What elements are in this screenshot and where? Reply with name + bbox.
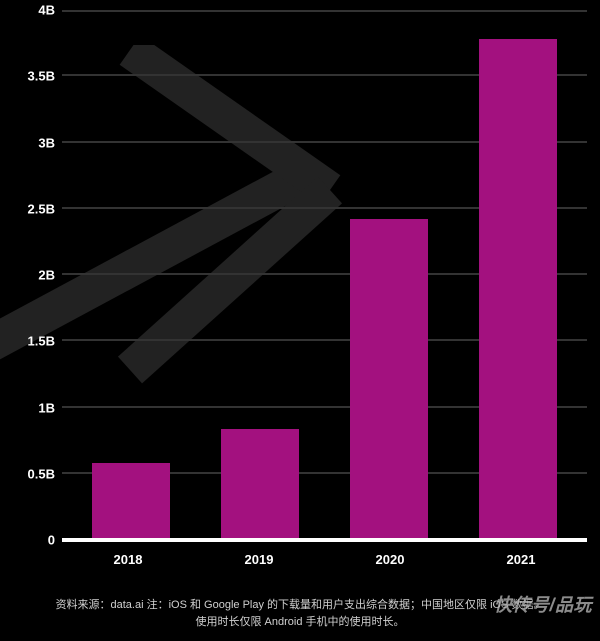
bars-container [62,10,587,540]
bar-slot-2019 [196,10,325,540]
bar-slot-2020 [325,10,454,540]
x-tick-label: 2020 [325,552,455,567]
y-tick-label: 3.5B [5,69,55,84]
y-tick-label: 0.5B [5,466,55,481]
y-tick-label: 1B [5,400,55,415]
bar-slot-2018 [67,10,196,540]
bar-2018 [92,463,170,540]
watermark-text: 快传号/品玩 [494,591,592,617]
bar-slot-2021 [453,10,582,540]
baseline [62,538,587,542]
y-tick-label: 1.5B [5,334,55,349]
bar-2019 [221,429,299,540]
y-tick-label: 4B [5,3,55,18]
plot-area [62,10,587,540]
x-tick-label: 2018 [63,552,193,567]
x-tick-label: 2019 [194,552,324,567]
y-tick-label: 3B [5,135,55,150]
bar-2021 [479,39,557,540]
y-tick-label: 2B [5,268,55,283]
bar-2020 [350,219,428,540]
y-tick-label: 2.5B [5,201,55,216]
footer-line-1: 资料来源：data.ai 注：iOS 和 Google Play 的下载量和用户… [40,597,560,614]
x-tick-label: 2021 [456,552,586,567]
y-tick-label: 0 [5,533,55,548]
bar-chart: 0 0.5B 1B 1.5B 2B 2.5B 3B 3.5B 4B [0,0,600,585]
footer-line-2: 使用时长仅限 Android 手机中的使用时长。 [40,614,560,631]
